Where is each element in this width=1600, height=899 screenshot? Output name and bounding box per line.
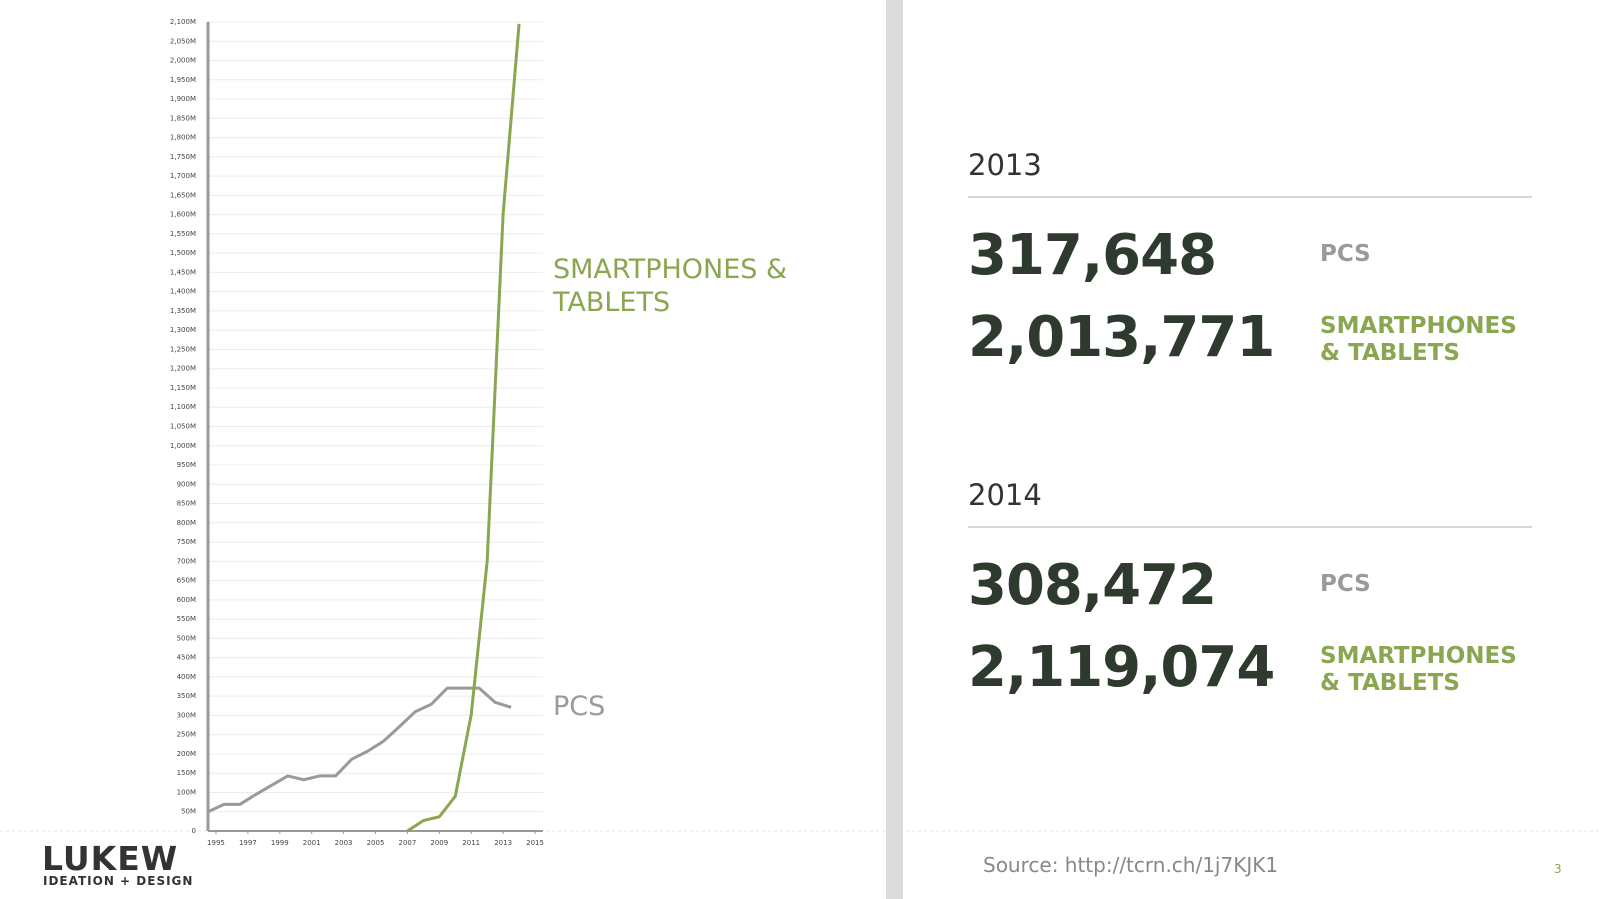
y-tick-label: 1,750M — [170, 153, 196, 161]
y-tick-label: 2,100M — [170, 18, 196, 26]
y-tick-label: 900M — [177, 480, 196, 488]
x-tick-label: 2001 — [303, 839, 321, 847]
logo-sub: IDEATION + DESIGN — [43, 874, 194, 888]
y-tick-label: 1,900M — [170, 95, 196, 103]
x-tick-label: 2011 — [462, 839, 480, 847]
y-tick-label: 400M — [177, 673, 196, 681]
y-tick-label: 2,000M — [170, 57, 196, 65]
y-tick-label: 700M — [177, 557, 196, 565]
y-tick-label: 950M — [177, 461, 196, 469]
stat-label: SMARTPHONES & TABLETS — [1320, 643, 1517, 696]
x-tick-label: 1995 — [207, 839, 225, 847]
x-tick-label: 2009 — [430, 839, 448, 847]
year: 2014 — [968, 478, 1042, 512]
y-tick-label: 1,100M — [170, 403, 196, 411]
y-tick-label: 300M — [177, 711, 196, 719]
y-tick-label: 1,450M — [170, 268, 196, 276]
x-tick-label: 1997 — [239, 839, 257, 847]
y-tick-label: 100M — [177, 788, 196, 796]
y-tick-label: 750M — [177, 538, 196, 546]
stat-value: 2,119,074 — [968, 635, 1275, 700]
x-tick-label: 2007 — [398, 839, 416, 847]
y-tick-label: 0 — [192, 827, 196, 835]
y-tick-label: 1,000M — [170, 442, 196, 450]
page-number: 3 — [1554, 862, 1562, 876]
y-tick-label: 350M — [177, 692, 196, 700]
y-tick-label: 1,500M — [170, 249, 196, 257]
x-tick-label: 2005 — [367, 839, 385, 847]
y-tick-label: 200M — [177, 750, 196, 758]
stat-value: 308,472 — [968, 553, 1217, 618]
y-tick-label: 1,250M — [170, 345, 196, 353]
y-tick-label: 550M — [177, 615, 196, 623]
y-tick-label: 1,400M — [170, 288, 196, 296]
stat-value: 317,648 — [968, 223, 1217, 288]
y-tick-label: 50M — [181, 808, 196, 816]
y-tick-label: 1,150M — [170, 384, 196, 392]
y-tick-label: 250M — [177, 731, 196, 739]
y-tick-label: 1,800M — [170, 134, 196, 142]
y-tick-label: 450M — [177, 654, 196, 662]
logo-main: LUKEW — [42, 839, 179, 878]
panel-divider — [886, 0, 903, 899]
y-tick-label: 2,050M — [170, 37, 196, 45]
y-tick-label: 1,350M — [170, 307, 196, 315]
x-tick-label: 1999 — [271, 839, 289, 847]
y-tick-label: 1,050M — [170, 423, 196, 431]
series-label: SMARTPHONES & TABLETS — [553, 254, 788, 318]
y-tick-label: 1,850M — [170, 114, 196, 122]
stat-value: 2,013,771 — [968, 305, 1275, 370]
y-tick-label: 800M — [177, 519, 196, 527]
y-tick-label: 150M — [177, 769, 196, 777]
y-tick-label: 1,600M — [170, 211, 196, 219]
stat-label: SMARTPHONES & TABLETS — [1320, 313, 1517, 366]
x-tick-label: 2003 — [335, 839, 353, 847]
series-line — [207, 686, 512, 814]
x-tick-label: 2015 — [526, 839, 544, 847]
stat-label: PCS — [1320, 241, 1371, 267]
y-tick-label: 1,300M — [170, 326, 196, 334]
x-tick-label: 2013 — [494, 839, 512, 847]
y-tick-label: 1,550M — [170, 230, 196, 238]
y-tick-label: 1,650M — [170, 191, 196, 199]
y-tick-label: 850M — [177, 500, 196, 508]
series-line — [406, 23, 521, 833]
source: Source: http://tcrn.ch/1j7KJK1 — [983, 853, 1279, 877]
series-label: PCS — [553, 691, 606, 722]
y-tick-label: 1,200M — [170, 365, 196, 373]
y-tick-label: 650M — [177, 577, 196, 585]
y-tick-label: 1,700M — [170, 172, 196, 180]
year-rule — [968, 526, 1532, 528]
stat-label: PCS — [1320, 571, 1371, 597]
year-rule — [968, 196, 1532, 198]
y-tick-label: 600M — [177, 596, 196, 604]
y-tick-label: 1,950M — [170, 76, 196, 84]
y-tick-label: 500M — [177, 634, 196, 642]
year: 2013 — [968, 148, 1042, 182]
